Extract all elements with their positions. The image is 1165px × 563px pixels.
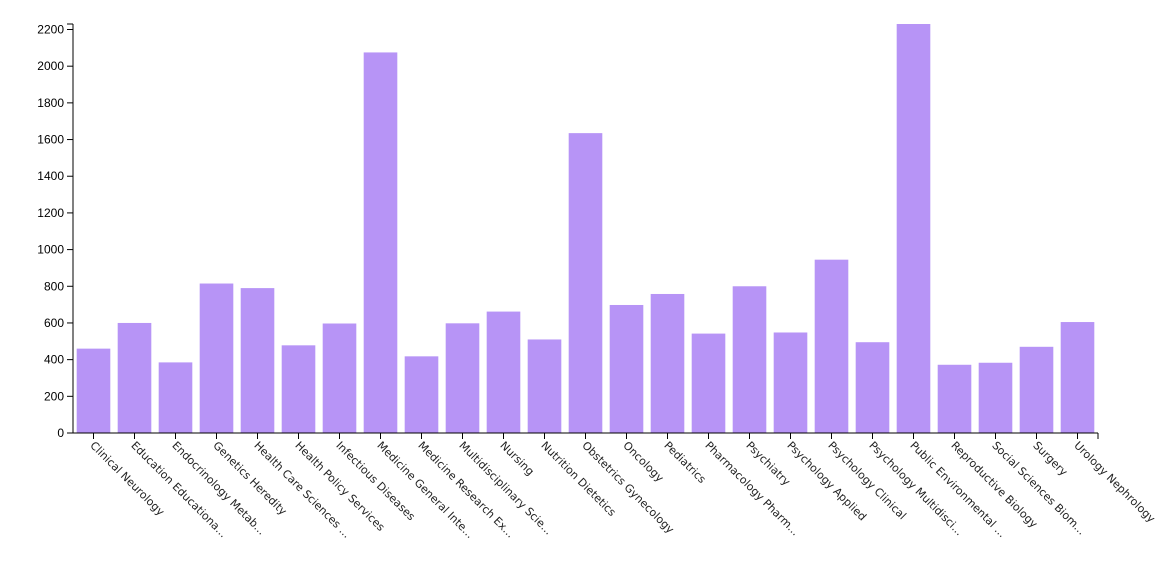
bars: [76, 24, 1095, 433]
bar: [855, 342, 890, 433]
bar: [240, 288, 275, 433]
bar: [568, 133, 603, 433]
x-tick-label: Psychology Clinical: [825, 439, 908, 522]
bar: [1019, 346, 1054, 433]
x-tick-label: Psychology Applied: [784, 439, 869, 524]
bar: [1060, 322, 1095, 433]
x-tick-label: Nursing: [497, 439, 536, 478]
bar: [404, 356, 439, 433]
bar: [896, 24, 931, 433]
bar: [445, 323, 480, 433]
y-tick-label: 800: [44, 279, 64, 293]
bar: [814, 259, 849, 433]
y-tick-label: 1400: [37, 169, 64, 183]
y-tick-label: 1200: [37, 206, 64, 220]
y-tick-label: 400: [44, 353, 64, 367]
y-tick-label: 600: [44, 316, 64, 330]
y-tick-label: 200: [44, 389, 64, 403]
bar: [732, 286, 767, 433]
bar: [978, 362, 1013, 433]
y-tick-label: 1600: [37, 133, 64, 147]
bar: [486, 311, 521, 433]
bar: [76, 348, 111, 433]
x-tick-label: Genetics Heredity: [210, 439, 289, 518]
y-axis: 0 200 400 600 800 1000 1200 1400 1600 1800 2000 220…: [37, 23, 74, 440]
bar: [650, 293, 685, 433]
y-tick-label: 2000: [37, 59, 64, 73]
bar: [773, 332, 808, 433]
x-tick-label: Clinical Neurology: [87, 439, 167, 519]
y-tick-label: 1800: [37, 96, 64, 110]
bar: [117, 322, 152, 433]
bar: [199, 283, 234, 433]
bar: [691, 333, 726, 433]
x-tick-label: Nutrition Dietetics: [538, 439, 618, 519]
bar: [281, 345, 316, 433]
x-tick-label: Infectious Diseases: [333, 439, 417, 523]
bar: [363, 52, 398, 433]
y-tick-label: 0: [57, 426, 64, 440]
x-tick-label: Surgery: [1030, 439, 1070, 479]
y-tick-label: 2200: [37, 23, 64, 37]
bar: [937, 364, 972, 433]
bar: [322, 323, 357, 433]
bar: [609, 304, 644, 433]
bar: [527, 339, 562, 433]
bar: [158, 362, 193, 433]
y-tick-label: 1000: [37, 243, 64, 257]
x-tick-label: Urology Nephrology: [1071, 439, 1158, 526]
x-tick-label: Pediatrics: [661, 439, 708, 486]
